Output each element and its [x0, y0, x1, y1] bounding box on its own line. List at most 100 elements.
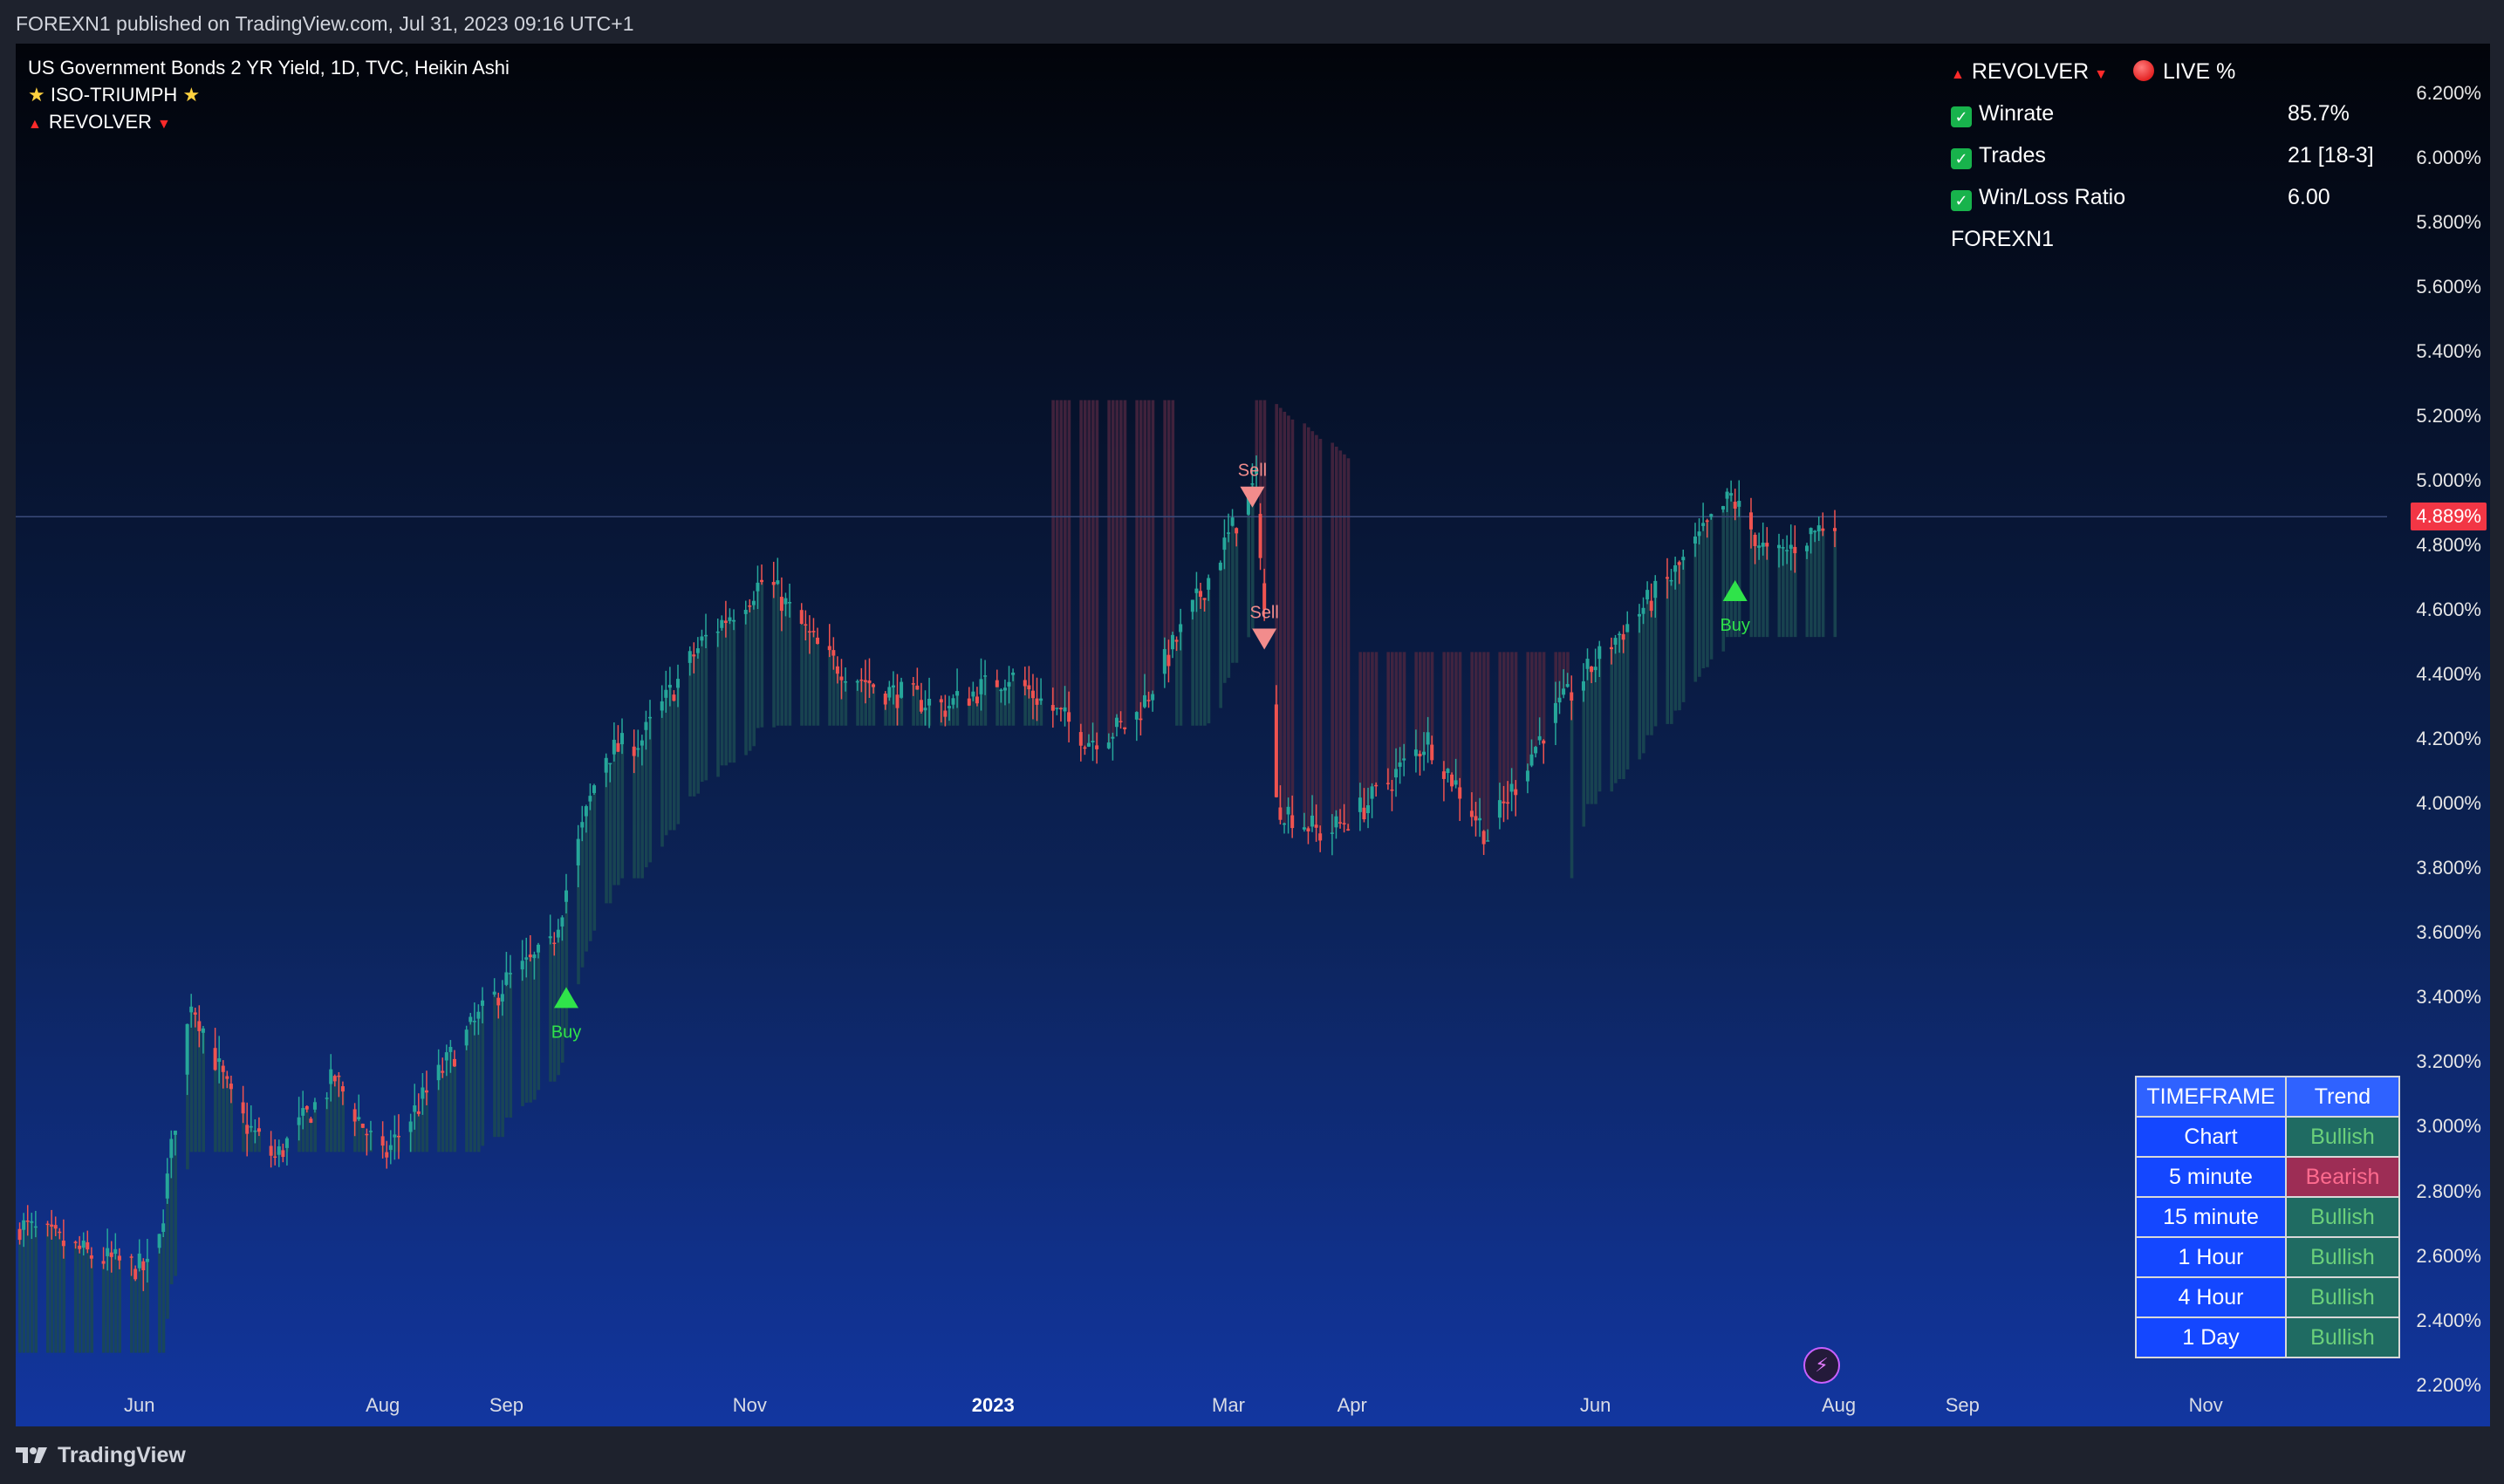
candle-body [1222, 537, 1227, 551]
trend-zone-band [50, 1226, 54, 1353]
trend-zone-band [1622, 639, 1625, 780]
price-axis[interactable]: 4.889% 6.200% 6.000% 5.800% 5.600% 5.400% 5.2… [2387, 44, 2490, 1426]
candle-body [1063, 707, 1067, 712]
candle-body [616, 742, 620, 752]
legend-indicator-iso-triumph[interactable]: ★ ISO-TRIUMPH ★ [28, 81, 510, 108]
candle-body [1821, 528, 1825, 531]
candle-body [660, 701, 664, 711]
candle-body [804, 624, 808, 626]
candle-body [771, 582, 776, 585]
candle-body [380, 1136, 385, 1146]
trend-zone-band [884, 704, 887, 726]
trend-zone-band [1171, 400, 1175, 635]
price-tick-label: 2.400% [2416, 1309, 2481, 1331]
candle-body [867, 680, 872, 684]
lightning-icon[interactable]: ⚡ [1803, 1347, 1840, 1384]
trend-zone-band [493, 991, 496, 1138]
candle-body [413, 1105, 417, 1112]
trend-zone-band [776, 580, 780, 726]
trend-zone-band [1666, 578, 1670, 724]
candle-body [281, 1150, 285, 1158]
candle-body [1170, 634, 1174, 650]
candle-body [1514, 789, 1518, 796]
stats-value: 85.7% [2288, 101, 2350, 126]
candle-body [1441, 771, 1446, 779]
candle-body [1753, 534, 1757, 546]
candle-body [301, 1108, 305, 1116]
candle-body [53, 1225, 58, 1229]
candle-body [1502, 801, 1506, 804]
candle-body [1134, 712, 1139, 720]
check-icon: ✓ [1951, 190, 1972, 211]
candle-body [676, 679, 681, 688]
trend-zone-band [636, 748, 640, 879]
trend-zone-band [305, 1109, 309, 1152]
candle-body [632, 746, 636, 756]
trend-zone-band [329, 1069, 333, 1152]
price-tick-label: 2.800% [2416, 1180, 2481, 1202]
trend-zone-band [1810, 528, 1813, 638]
trend-zone-band [700, 636, 704, 783]
trend-zone-band [481, 1000, 485, 1146]
trend-zone-band [1338, 450, 1343, 824]
candle-body [106, 1248, 110, 1256]
tradingview-logo-icon[interactable] [16, 1446, 49, 1465]
chart-plot[interactable]: Buy Sell Sell Buy [16, 44, 2387, 1426]
trend-zone-band [225, 1078, 229, 1152]
candle-body [1789, 544, 1793, 549]
trend-zone-band [110, 1256, 113, 1353]
trend-zone-band [640, 740, 644, 879]
trend-zone-band [952, 698, 955, 726]
chart-area[interactable]: Buy Sell Sell Buy US Government Bonds 2 YR … [16, 44, 2490, 1426]
candle-body [500, 994, 504, 1002]
trend-zone-band [166, 1173, 169, 1319]
trend-zone-band [1458, 652, 1462, 799]
candle-body [900, 681, 904, 698]
candle-body [145, 1258, 149, 1262]
trend-zone-band [1083, 400, 1087, 749]
trend-zone-band [844, 680, 848, 726]
candle-body [61, 1241, 65, 1247]
timeframe-cell: 15 minute [2135, 1196, 2287, 1238]
trend-zone-band [1008, 681, 1011, 726]
table-row: 15 minute Bullish [2135, 1196, 2400, 1238]
trend-zone-band [1754, 545, 1757, 638]
candle-body [1458, 787, 1462, 799]
trend-zone-band [118, 1260, 121, 1353]
time-tick-label: Jun [123, 1394, 155, 1416]
live-dot-icon [2132, 60, 2154, 81]
trend-zone-band [692, 656, 696, 797]
candle-body [911, 683, 915, 685]
candle-body [58, 1231, 62, 1234]
candle-body [1202, 598, 1207, 600]
candle-body [648, 716, 653, 719]
candle-body [1553, 702, 1557, 723]
footer-brand[interactable]: TradingView [58, 1442, 186, 1467]
stats-panel: ▲ REVOLVER ▼ LIVE % ✓ Winrate 85.7% ✓ Trades… [1951, 59, 2374, 269]
trend-zone-band [704, 634, 708, 781]
trend-zone-band [732, 619, 736, 763]
trend-zone-band [469, 1016, 473, 1152]
trend-zone-band [74, 1242, 78, 1353]
trend-zone-band [585, 806, 588, 952]
legend-indicator-revolver[interactable]: ▲ REVOLVER ▼ [28, 108, 510, 138]
candle-body [947, 706, 951, 708]
live-label: LIVE % [2162, 59, 2236, 84]
legend-symbol[interactable]: US Government Bonds 2 YR Yield, 1D, TVC,… [28, 57, 510, 79]
trend-zone-band [62, 1246, 65, 1353]
trend-zone-band [197, 1030, 202, 1152]
candle-body [1757, 545, 1762, 548]
time-tick-label: Mar [1212, 1394, 1245, 1416]
trend-zone-band [341, 1091, 345, 1152]
candle-body [284, 1138, 289, 1148]
candle-body [1609, 646, 1613, 650]
trend-zone-band [130, 1257, 133, 1353]
candle-body [1011, 672, 1016, 675]
trend-zone-band [1095, 400, 1099, 749]
candle-body [640, 740, 644, 746]
table-row: 1 Hour Bullish [2135, 1236, 2400, 1278]
trend-zone-band [1422, 652, 1426, 752]
sell-signal-marker [1252, 628, 1277, 650]
trend-zone-band [1107, 400, 1111, 743]
candle-body [743, 609, 748, 614]
